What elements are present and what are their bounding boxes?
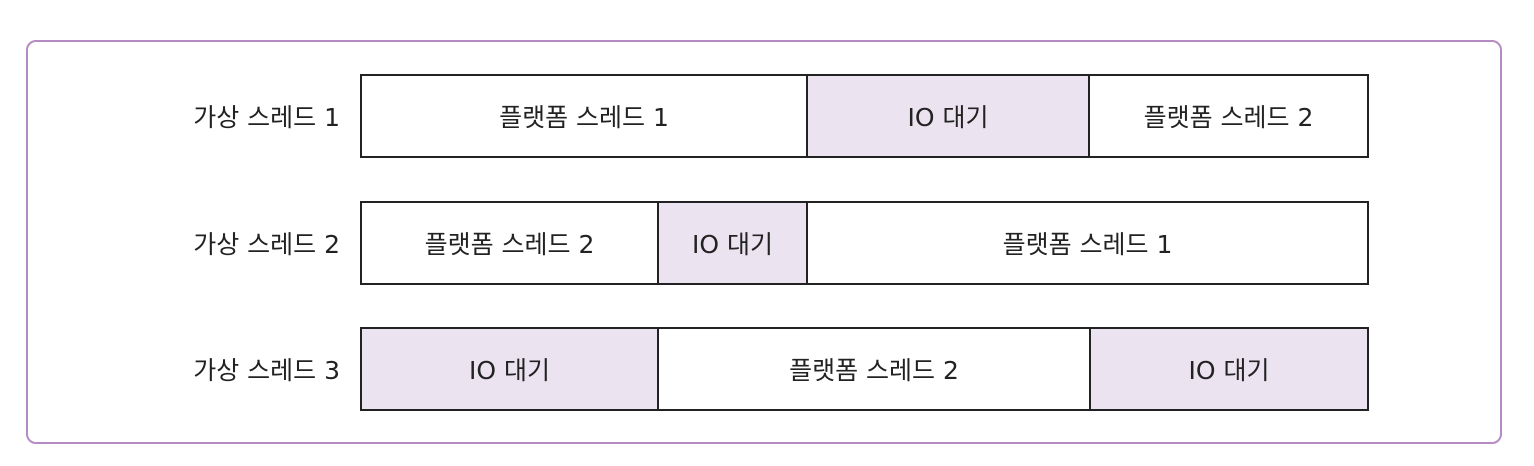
timeline-row-1: 플랫폼 스레드 1 IO 대기 플랫폼 스레드 2 xyxy=(360,74,1369,158)
row-label-virtual-thread-1: 가상 스레드 1 xyxy=(193,103,340,132)
segment-platform-thread: 플랫폼 스레드 2 xyxy=(362,203,657,283)
row-label-virtual-thread-3: 가상 스레드 3 xyxy=(193,356,340,385)
segment-io-wait: IO 대기 xyxy=(362,329,657,409)
timeline-row-3: IO 대기 플랫폼 스레드 2 IO 대기 xyxy=(360,327,1369,411)
segment-io-wait: IO 대기 xyxy=(806,76,1088,156)
timeline-row-2: 플랫폼 스레드 2 IO 대기 플랫폼 스레드 1 xyxy=(360,201,1369,285)
segment-io-wait: IO 대기 xyxy=(657,203,806,283)
segment-io-wait: IO 대기 xyxy=(1089,329,1367,409)
segment-platform-thread: 플랫폼 스레드 1 xyxy=(806,203,1367,283)
segment-platform-thread: 플랫폼 스레드 2 xyxy=(1088,76,1367,156)
row-label-virtual-thread-2: 가상 스레드 2 xyxy=(193,230,340,259)
segment-platform-thread: 플랫폼 스레드 2 xyxy=(657,329,1089,409)
segment-platform-thread: 플랫폼 스레드 1 xyxy=(362,76,806,156)
